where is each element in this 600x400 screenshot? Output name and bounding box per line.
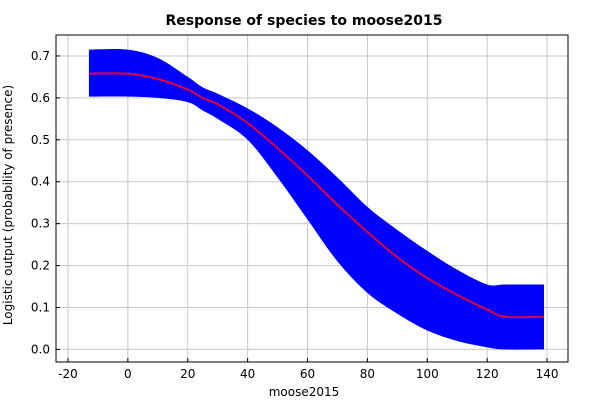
x-tick-label: 60	[300, 367, 315, 381]
y-axis-ticks: 0.0 0.1 0.2 0.3 0.4 0.5 0.6 0.7	[31, 49, 60, 356]
plot-frame	[55, 34, 569, 363]
y-tick-label: 0.1	[31, 301, 50, 315]
x-tick-label: 100	[416, 367, 439, 381]
mean-response-line	[88, 72, 545, 319]
chart-title: Response of species to moose2015	[166, 13, 443, 29]
y-tick-label: 0.2	[31, 259, 50, 273]
x-tick-label: 140	[536, 367, 559, 381]
x-axis-label: moose2015	[269, 385, 340, 399]
x-tick-label: 0	[124, 367, 132, 381]
y-tick-label: 0.6	[31, 91, 50, 105]
x-tick-label: 80	[360, 367, 375, 381]
x-tick-label: 120	[476, 367, 499, 381]
y-tick-label: 0.4	[31, 175, 50, 189]
y-tick-label: 0.5	[31, 133, 50, 147]
y-tick-label: 0.3	[31, 217, 50, 231]
x-tick-label: -20	[58, 367, 78, 381]
x-tick-label: 20	[180, 367, 195, 381]
y-axis-label: Logistic output (probability of presence…	[1, 85, 15, 325]
confidence-band	[88, 49, 545, 350]
x-axis-ticks: -20 0 20 40 60 80 100 120 140	[58, 358, 558, 381]
x-tick-label: 40	[240, 367, 255, 381]
y-tick-label: 0.0	[31, 342, 50, 356]
y-tick-label: 0.7	[31, 49, 50, 63]
